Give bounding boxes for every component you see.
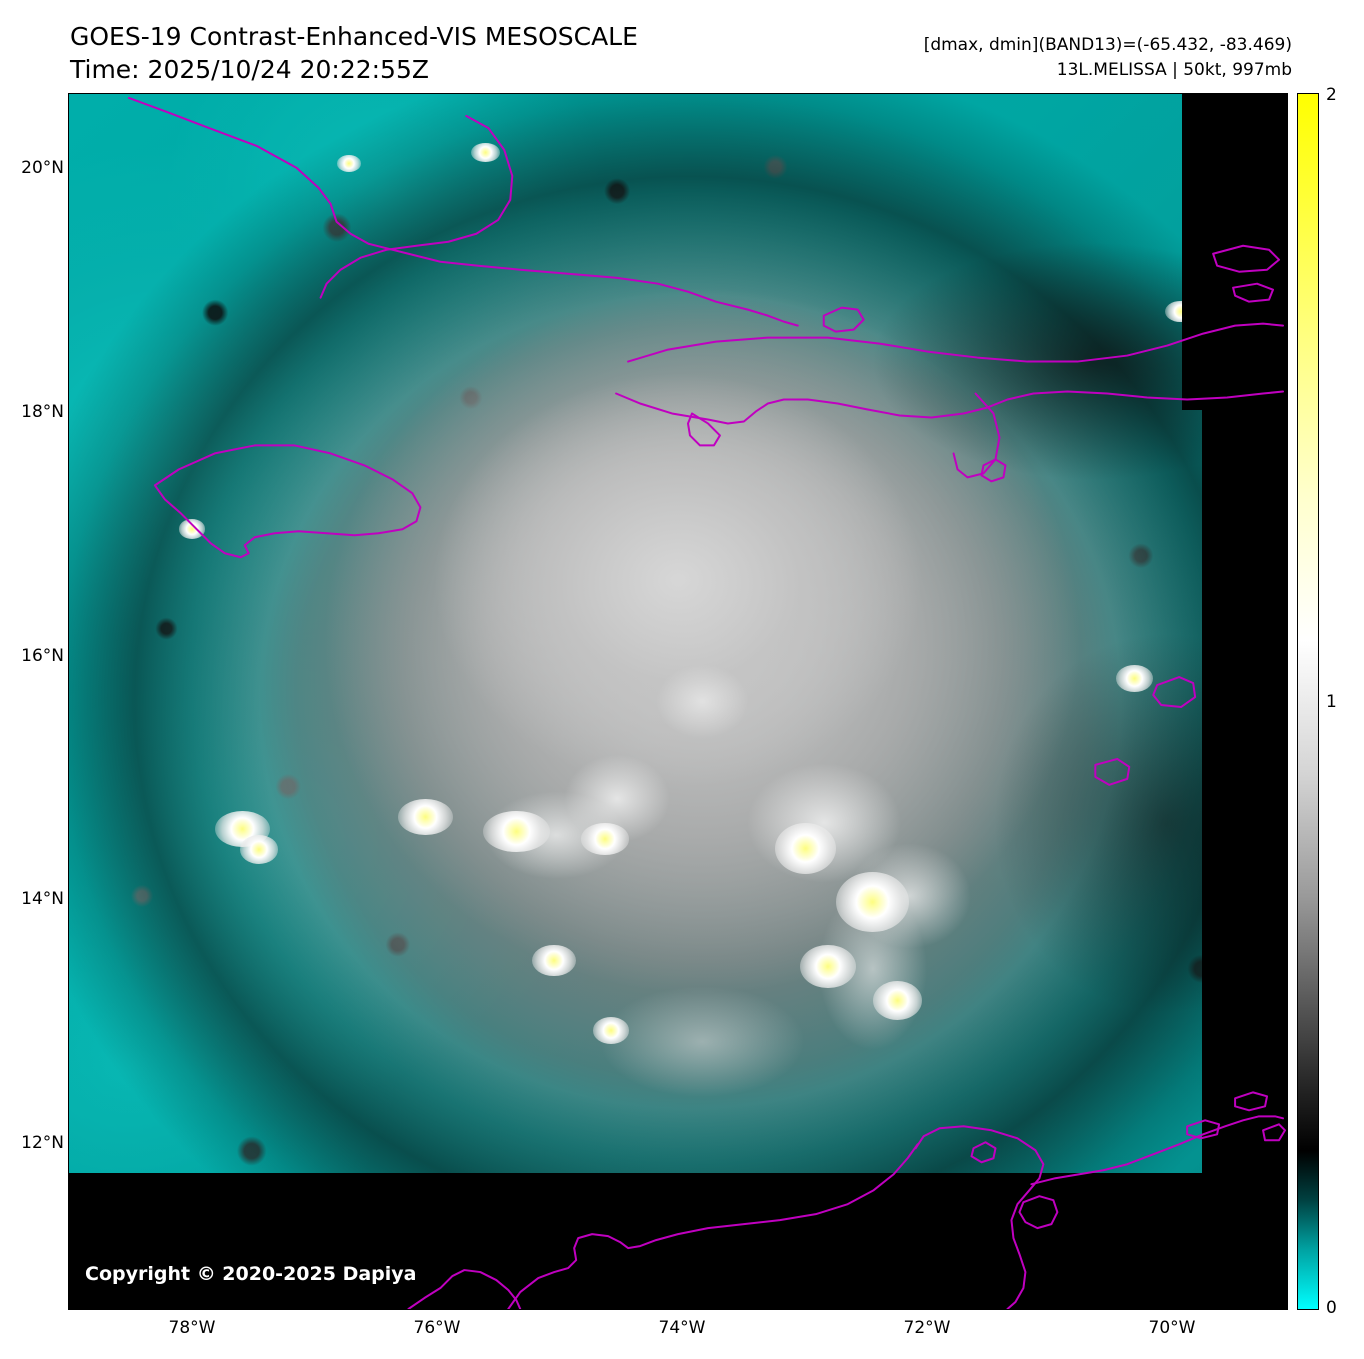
y-axis-tick-label: 16°N [21, 646, 64, 666]
x-axis-tick-label: 78°W [168, 1318, 216, 1338]
convective-hotspot [397, 798, 453, 836]
convective-hotspot [872, 980, 922, 1020]
convective-hotspot [1116, 665, 1153, 692]
y-axis-tick-label: 12°N [21, 1133, 64, 1153]
convective-hotspot [531, 944, 576, 977]
nodata-region [1201, 94, 1287, 1309]
x-axis-tick-label: 74°W [658, 1318, 706, 1338]
y-axis-tick-label: 20°N [21, 158, 64, 178]
x-axis-tick-label: 70°W [1148, 1318, 1196, 1338]
convective-hotspot [799, 944, 856, 989]
convective-hotspot [470, 142, 501, 163]
convective-hotspot [336, 154, 362, 172]
convective-hotspot [775, 823, 837, 875]
x-axis-tick-label: 76°W [413, 1318, 461, 1338]
data-range-label: [dmax, dmin](BAND13)=(-65.432, -83.469) [923, 35, 1292, 55]
colorbar-tick-label: 1 [1326, 692, 1337, 712]
convective-hotspot [483, 810, 551, 853]
nodata-region [1182, 94, 1202, 410]
convective-hotspot [580, 823, 630, 855]
convective-hotspot [836, 871, 910, 933]
convective-hotspot [239, 835, 279, 865]
plot-title-block: GOES-19 Contrast-Enhanced-VIS MESOSCALE T… [70, 20, 638, 86]
satellite-image-plot[interactable]: Copyright © 2020-2025 Dapiya [68, 93, 1288, 1310]
satellite-raster [69, 94, 1287, 1309]
storm-info-label: 13L.MELISSA | 50kt, 997mb [1056, 59, 1292, 80]
colorbar-tick-label: 0 [1326, 1298, 1337, 1318]
colorbar-tick-label: 2 [1326, 85, 1337, 105]
timestamp-label: Time: 2025/10/24 20:22:55Z [70, 55, 429, 84]
plot-metadata-block: [dmax, dmin](BAND13)=(-65.432, -83.469) 1… [924, 33, 1292, 82]
y-axis-tick-label: 14°N [21, 889, 64, 909]
convective-hotspot [178, 519, 206, 539]
convective-hotspot [592, 1017, 630, 1045]
storm-outer-dark-rim [69, 94, 1287, 1309]
copyright-notice: Copyright © 2020-2025 Dapiya [85, 1263, 417, 1285]
colorbar[interactable] [1297, 93, 1319, 1310]
nodata-region [69, 1172, 1287, 1309]
x-axis-tick-label: 72°W [903, 1318, 951, 1338]
page-title: GOES-19 Contrast-Enhanced-VIS MESOSCALE [70, 22, 638, 51]
y-axis-tick-label: 18°N [21, 402, 64, 422]
